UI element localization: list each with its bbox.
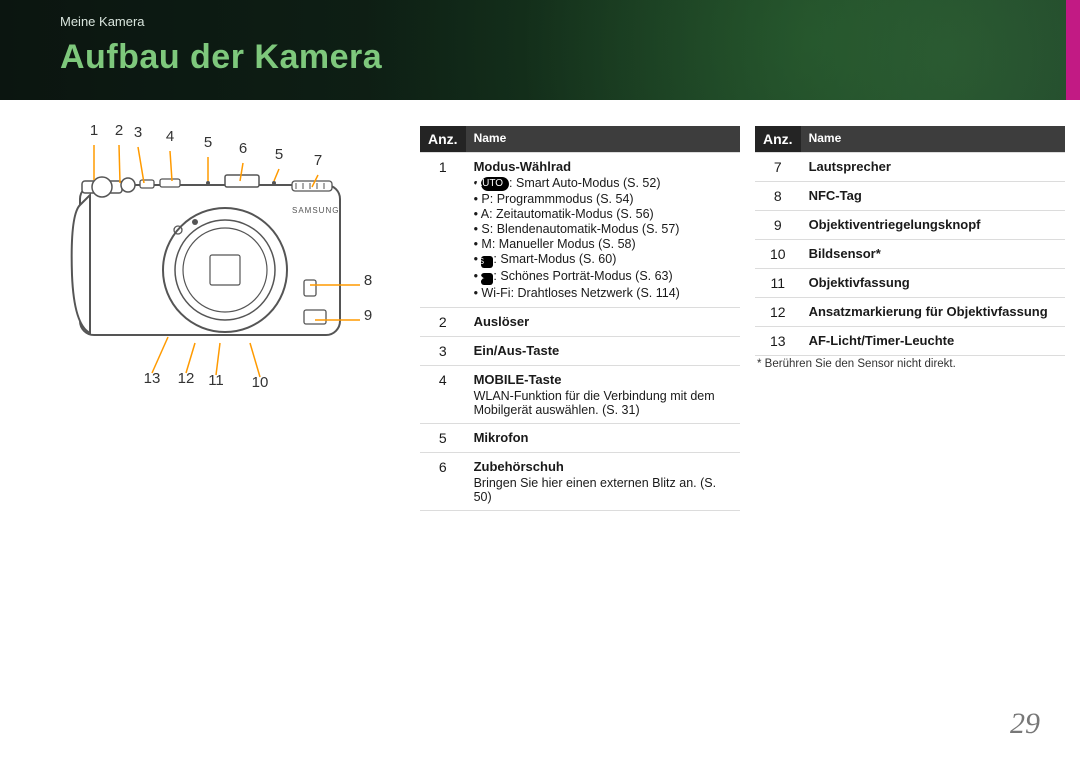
table-row: 8 NFC-Tag: [755, 182, 1065, 211]
row-number: 7: [755, 153, 801, 182]
part-name: Auslöser: [474, 314, 732, 329]
row-number: 12: [755, 298, 801, 327]
part-desc: WLAN-Funktion für die Verbindung mit dem…: [474, 389, 732, 417]
table-row: 11 Objektivfassung: [755, 269, 1065, 298]
svg-text:8: 8: [364, 272, 372, 289]
part-name: Objektiventriegelungsknopf: [809, 217, 1057, 232]
page-title: Aufbau der Kamera: [60, 38, 382, 77]
row-number: 9: [755, 211, 801, 240]
mode-item: AUTO: Smart Auto-Modus (S. 52): [474, 176, 732, 191]
mode-item: P: Programmmodus (S. 54): [474, 192, 732, 206]
svg-text:6: 6: [239, 140, 247, 157]
col-header-number: Anz.: [420, 126, 466, 153]
part-name: MOBILE-Taste: [474, 372, 732, 387]
row-content: NFC-Tag: [801, 182, 1065, 211]
part-name: Mikrofon: [474, 430, 732, 445]
part-name: Lautsprecher: [809, 159, 1057, 174]
row-content: Mikrofon: [466, 424, 740, 453]
row-content: Auslöser: [466, 308, 740, 337]
table-row: 2 Auslöser: [420, 308, 740, 337]
part-name: AF-Licht/Timer-Leuchte: [809, 333, 1057, 348]
row-content: Ansatzmarkierung für Objektivfassung: [801, 298, 1065, 327]
col-header-name: Name: [466, 126, 740, 153]
part-name: Modus-Wählrad: [474, 159, 732, 174]
svg-text:10: 10: [252, 374, 269, 391]
auto-badge-icon: AUTO: [481, 177, 509, 191]
row-content: MOBILE-Taste WLAN-Funktion für die Verbin…: [466, 366, 740, 424]
svg-text:7: 7: [314, 152, 322, 169]
mode-item: Wi-Fi: Drahtloses Netzwerk (S. 114): [474, 286, 732, 300]
row-number: 13: [755, 327, 801, 356]
table-row: 9 Objektiventriegelungsknopf: [755, 211, 1065, 240]
row-number: 6: [420, 453, 466, 511]
row-number: 1: [420, 153, 466, 308]
sensor-footnote: * Berühren Sie den Sensor nicht direkt.: [757, 358, 956, 370]
table-row: 7 Lautsprecher: [755, 153, 1065, 182]
breadcrumb: Meine Kamera: [60, 14, 145, 29]
svg-text:SAMSUNG: SAMSUNG: [292, 206, 339, 215]
parts-table-right: Anz. Name 7 Lautsprecher 8 NFC-Tag 9 Objektiv…: [755, 126, 1065, 356]
svg-text:1: 1: [90, 125, 98, 139]
svg-text:11: 11: [208, 372, 224, 389]
row-number: 3: [420, 337, 466, 366]
row-number: 2: [420, 308, 466, 337]
svg-text:13: 13: [144, 370, 161, 387]
mode-item: S: Blendenautomatik-Modus (S. 57): [474, 222, 732, 236]
table-row: 3 Ein/Aus-Taste: [420, 337, 740, 366]
table-row: 1 Modus-Wählrad AUTO: Smart Auto-Modus (S.…: [420, 153, 740, 308]
part-name: Ansatzmarkierung für Objektivfassung: [809, 304, 1057, 319]
parts-table-left: Anz. Name 1 Modus-Wählrad AUTO: Smart Auto…: [420, 126, 740, 511]
mode-item: ✦: Schönes Porträt-Modus (S. 63): [474, 269, 732, 285]
svg-text:5: 5: [204, 134, 212, 151]
col-header-number: Anz.: [755, 126, 801, 153]
svg-text:4: 4: [166, 128, 174, 145]
mode-item: M: Manueller Modus (S. 58): [474, 237, 732, 251]
part-name: Objektivfassung: [809, 275, 1057, 290]
part-name: Bildsensor*: [809, 246, 1057, 261]
row-content: Ein/Aus-Taste: [466, 337, 740, 366]
row-content: Lautsprecher: [801, 153, 1065, 182]
row-number: 4: [420, 366, 466, 424]
table-row: 12 Ansatzmarkierung für Objektivfassung: [755, 298, 1065, 327]
row-content: Objektiventriegelungsknopf: [801, 211, 1065, 240]
mode-list: AUTO: Smart Auto-Modus (S. 52)P: Program…: [474, 176, 732, 300]
page-number: 29: [1010, 707, 1040, 741]
col-header-name: Name: [801, 126, 1065, 153]
row-number: 11: [755, 269, 801, 298]
row-number: 5: [420, 424, 466, 453]
svg-text:12: 12: [178, 370, 195, 387]
header-band: Meine Kamera Aufbau der Kamera: [0, 0, 1080, 100]
row-content: AF-Licht/Timer-Leuchte: [801, 327, 1065, 356]
mode-item: A: Zeitautomatik-Modus (S. 56): [474, 207, 732, 221]
svg-text:5: 5: [275, 146, 283, 163]
svg-text:2: 2: [115, 125, 123, 139]
row-content: Objektivfassung: [801, 269, 1065, 298]
mode-item: S: Smart-Modus (S. 60): [474, 252, 732, 268]
table-row: 5 Mikrofon: [420, 424, 740, 453]
part-desc: Bringen Sie hier einen externen Blitz an…: [474, 476, 732, 504]
table-row: 4 MOBILE-Taste WLAN-Funktion für die Verbi…: [420, 366, 740, 424]
table-row: 6 Zubehörschuh Bringen Sie hier einen exte…: [420, 453, 740, 511]
header-accent-bar: [1066, 0, 1080, 100]
part-name: NFC-Tag: [809, 188, 1057, 203]
svg-text:9: 9: [364, 307, 372, 324]
row-content: Zubehörschuh Bringen Sie hier einen exter…: [466, 453, 740, 511]
mode-chip-icon: S: [481, 256, 493, 268]
row-number: 8: [755, 182, 801, 211]
camera-diagram: SAMSUNG123456578913121110: [60, 125, 400, 415]
table-row: 13 AF-Licht/Timer-Leuchte: [755, 327, 1065, 356]
row-content: Modus-Wählrad AUTO: Smart Auto-Modus (S. …: [466, 153, 740, 308]
svg-text:3: 3: [134, 125, 142, 141]
part-name: Ein/Aus-Taste: [474, 343, 732, 358]
row-number: 10: [755, 240, 801, 269]
part-name: Zubehörschuh: [474, 459, 732, 474]
mode-chip-icon: ✦: [481, 273, 493, 285]
table-row: 10 Bildsensor*: [755, 240, 1065, 269]
row-content: Bildsensor*: [801, 240, 1065, 269]
